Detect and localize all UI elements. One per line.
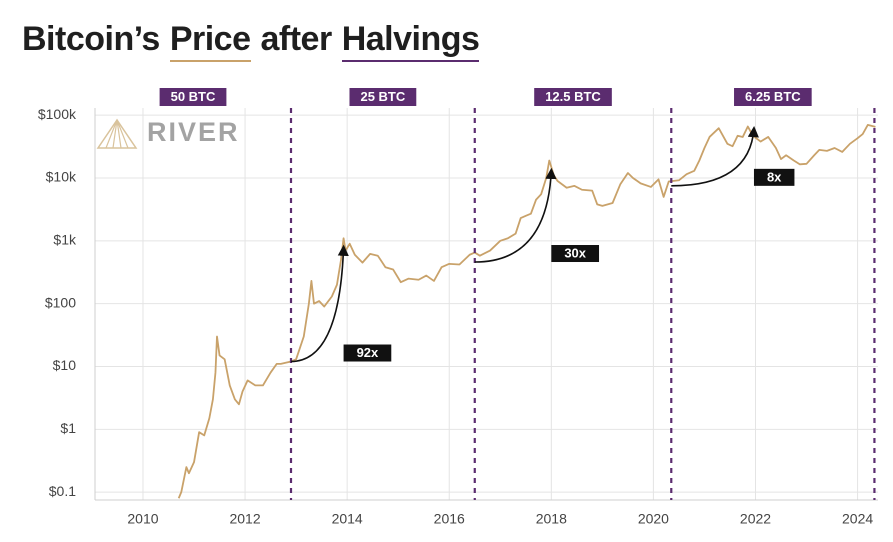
era-label: 12.5 BTC xyxy=(545,89,601,104)
era-label-box xyxy=(534,88,612,106)
title-word: Bitcoin’s xyxy=(22,20,160,58)
x-tick-label: 2014 xyxy=(332,511,363,527)
title-word: after xyxy=(260,20,333,58)
title-word: Halvings xyxy=(341,20,480,62)
x-tick-label: 2020 xyxy=(638,511,669,527)
title-word: Price xyxy=(169,20,251,62)
y-tick-label: $10k xyxy=(46,169,77,185)
growth-arrow xyxy=(671,125,759,187)
logo: RIVER xyxy=(96,117,240,149)
annotation-box xyxy=(753,168,795,186)
grid xyxy=(94,108,878,501)
annotation-label: 8x xyxy=(767,169,782,184)
annotation-label: 92x xyxy=(357,345,379,360)
era-label: 50 BTC xyxy=(171,89,216,104)
y-tick-label: $100 xyxy=(45,294,76,310)
y-tick-label: $0.1 xyxy=(49,483,76,499)
chart-title: Bitcoin’s Price after Halvings xyxy=(22,20,480,62)
era-label-box xyxy=(349,88,417,106)
y-tick-label: $100k xyxy=(38,106,77,122)
era-label: 25 BTC xyxy=(360,89,405,104)
x-tick-label: 2022 xyxy=(740,511,771,527)
annotation-box xyxy=(343,344,392,362)
x-tick-label: 2018 xyxy=(536,511,567,527)
era-label: 6.25 BTC xyxy=(745,89,801,104)
growth-arrow xyxy=(474,167,557,263)
era-label-box xyxy=(734,88,812,106)
annotation-box xyxy=(551,245,600,263)
era-label-box xyxy=(159,88,227,106)
x-tick-label: 2016 xyxy=(434,511,465,527)
logo-text: RIVER xyxy=(147,117,240,147)
x-tick-label: 2010 xyxy=(127,511,158,527)
y-tick-label: $10 xyxy=(53,357,77,373)
y-tick-label: $1k xyxy=(53,232,77,248)
x-tick-label: 2024 xyxy=(842,511,873,527)
growth-arrow xyxy=(291,244,349,363)
y-tick-label: $1 xyxy=(60,420,76,436)
annotation-label: 30x xyxy=(564,245,586,260)
x-tick-label: 2012 xyxy=(229,511,260,527)
